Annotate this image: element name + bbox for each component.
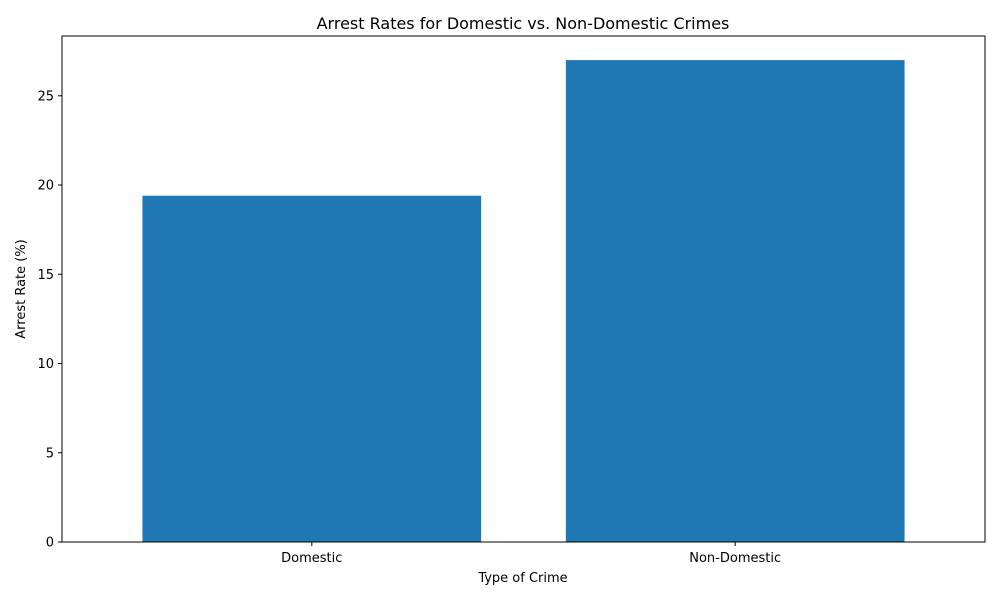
y-tick-label: 10 (37, 357, 54, 372)
y-tick-label: 15 (37, 268, 54, 283)
plot-frame (61, 35, 986, 543)
x-tick-label: Domestic (281, 551, 342, 566)
x-tick-label: Non-Domestic (689, 551, 781, 566)
chart-title: Arrest Rates for Domestic vs. Non-Domest… (317, 14, 730, 33)
y-axis-label: Arrest Rate (%) (14, 239, 29, 339)
bar-domestic (142, 195, 482, 543)
y-tick-label: 20 (37, 179, 54, 194)
y-tick-label: 25 (37, 89, 54, 104)
y-axis: 0 5 10 15 20 25 (37, 89, 62, 551)
bar-non-domestic (565, 60, 905, 542)
x-axis-label: Type of Crime (477, 571, 567, 586)
y-tick-label: 5 (46, 446, 54, 461)
bars-layer (142, 60, 905, 543)
y-tick-label: 0 (46, 536, 54, 551)
x-axis: Domestic Non-Domestic (281, 542, 781, 566)
